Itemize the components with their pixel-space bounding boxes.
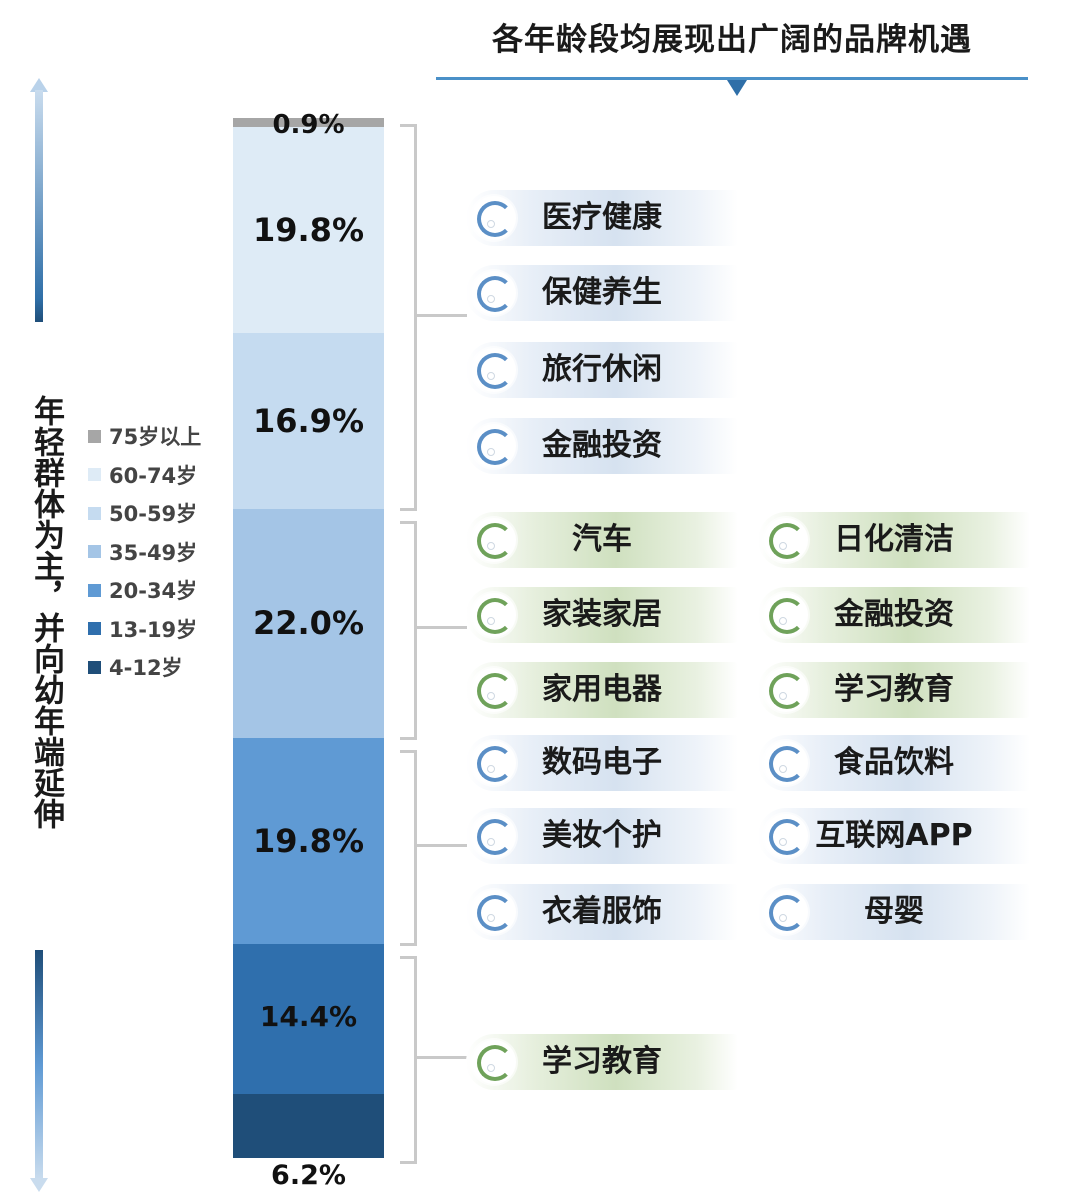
brand-category-label: 医疗健康: [542, 200, 662, 235]
legend-label: 4-12岁: [109, 656, 183, 680]
brand-category-label: 家用电器: [542, 672, 662, 707]
brand-category-label: 衣着服饰: [542, 894, 662, 929]
data-label: 19.8%: [252, 821, 364, 860]
brand-category-label: 保健养生: [542, 275, 662, 310]
bottom-gradient-arrow: [30, 950, 48, 1192]
brand-category-tag: 家用电器: [466, 662, 738, 718]
brand-category-tag: 学习教育: [758, 662, 1030, 718]
swirl-icon: [472, 668, 516, 712]
legend-swatch: [88, 429, 101, 443]
brand-category-label: 旅行休闲: [542, 352, 662, 387]
bar-segment: [233, 509, 384, 738]
brand-category-tag: 数码电子: [466, 735, 738, 791]
brand-category-label: 学习教育: [834, 672, 954, 707]
brand-category-label: 美妆个护: [542, 818, 662, 853]
brand-category-label: 日化清洁: [834, 522, 954, 557]
swirl-icon: [472, 741, 516, 785]
legend-item: 60-74岁: [88, 463, 197, 489]
brand-category-tag: 美妆个护: [466, 808, 738, 864]
brand-category-tag: 金融投资: [758, 587, 1030, 643]
bar-segment: [233, 943, 384, 1094]
brand-category-tag: 学习教育: [466, 1034, 738, 1090]
brand-category-label: 家装家居: [542, 597, 662, 632]
brand-category-tag: 旅行休闲: [466, 342, 738, 398]
swirl-icon: [472, 424, 516, 468]
title-rule: [436, 77, 1028, 80]
data-label: 22.0%: [252, 604, 364, 643]
swirl-icon: [472, 593, 516, 637]
swirl-icon: [472, 196, 516, 240]
data-label: 0.9%: [272, 110, 345, 140]
legend-label: 60-74岁: [109, 463, 198, 488]
brand-category-tag: 医疗健康: [466, 190, 738, 246]
brand-category-label: 金融投资: [834, 597, 954, 632]
brand-category-label: 互联网APP: [815, 818, 973, 853]
bar-segment: [233, 1093, 384, 1158]
legend-item: 50-59岁: [88, 501, 197, 527]
brand-category-label: 数码电子: [542, 745, 662, 780]
brand-category-tag: 互联网APP: [758, 808, 1030, 864]
swirl-icon: [764, 518, 808, 562]
swirl-icon: [472, 890, 516, 934]
brand-category-tag: 衣着服饰: [466, 884, 738, 940]
brand-category-tag: 汽车: [466, 512, 738, 568]
swirl-icon: [764, 593, 808, 637]
brand-category-tag: 食品饮料: [758, 735, 1030, 791]
bar-segment: [233, 127, 384, 334]
brand-category-tag: 母婴: [758, 884, 1030, 940]
legend-swatch: [88, 583, 101, 597]
swirl-icon: [472, 1040, 516, 1084]
data-label: 19.8%: [252, 211, 364, 250]
chart-title: 各年龄段均展现出广阔的品牌机遇: [492, 22, 972, 58]
legend-item: 20-34岁: [88, 578, 197, 604]
legend-label: 13-19岁: [109, 617, 198, 642]
brand-category-label: 学习教育: [542, 1044, 662, 1079]
legend-swatch: [88, 622, 101, 635]
brand-category-tag: 日化清洁: [758, 512, 1030, 568]
brand-category-tag: 家装家居: [466, 587, 738, 643]
brand-category-tag: 金融投资: [466, 418, 738, 474]
legend-label: 75岁以上: [109, 425, 202, 449]
legend-swatch: [88, 468, 101, 481]
swirl-icon: [472, 814, 516, 858]
swirl-icon: [764, 668, 808, 712]
brand-category-label: 食品饮料: [834, 745, 954, 780]
swirl-icon: [764, 890, 808, 934]
data-label: 16.9%: [252, 402, 364, 441]
legend-label: 35-49岁: [109, 540, 198, 565]
legend-item: 35-49岁: [88, 540, 197, 566]
legend-swatch: [88, 506, 101, 520]
swirl-icon: [472, 518, 516, 562]
bar-segment: [233, 737, 384, 944]
legend-label: 20-34岁: [109, 579, 198, 603]
top-gradient-arrow: [30, 78, 48, 322]
swirl-icon: [472, 348, 516, 392]
side-caption: 年轻群体为主，并向幼年端延伸: [28, 395, 64, 829]
swirl-icon: [764, 741, 808, 785]
stacked-bar: 0.9% 19.8% 16.9% 22.0% 19.8% 14.4% 6.2%: [233, 110, 384, 1191]
bar-segment: [233, 333, 384, 510]
swirl-icon: [472, 271, 516, 315]
legend-label: 50-59岁: [109, 502, 198, 526]
legend-swatch: [88, 660, 101, 674]
legend-item: 13-19岁: [88, 617, 197, 643]
data-label: 6.2%: [271, 1160, 346, 1191]
bar-segment: [233, 118, 384, 128]
brand-category-label: 金融投资: [542, 428, 662, 463]
data-label: 14.4%: [259, 999, 358, 1033]
legend-item: 4-12岁: [88, 655, 183, 681]
legend-item: 75岁以上: [88, 424, 201, 450]
swirl-icon: [764, 814, 808, 858]
brand-category-label: 汽车: [572, 522, 632, 557]
brand-category-tag: 保健养生: [466, 265, 738, 321]
brand-category-label: 母婴: [864, 894, 924, 929]
title-pointer: [727, 80, 747, 96]
legend-swatch: [88, 545, 101, 558]
